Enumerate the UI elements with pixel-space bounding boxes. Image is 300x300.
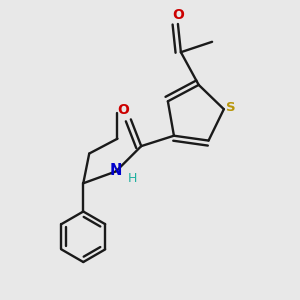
Text: H: H bbox=[128, 172, 137, 185]
Text: S: S bbox=[226, 101, 236, 114]
Text: O: O bbox=[172, 8, 184, 22]
Text: N: N bbox=[109, 163, 122, 178]
Text: O: O bbox=[118, 103, 129, 117]
